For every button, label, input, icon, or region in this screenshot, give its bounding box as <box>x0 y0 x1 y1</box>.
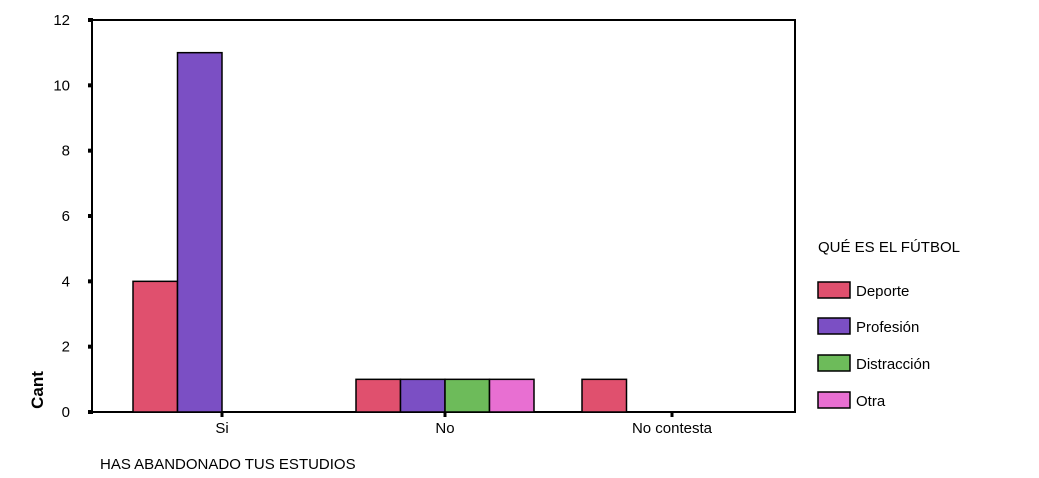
legend-swatch <box>817 391 851 409</box>
x-axis-title: HAS ABANDONADO TUS ESTUDIOS <box>100 456 356 473</box>
legend-label: Profesión <box>856 319 919 336</box>
x-tick-label: Si <box>215 420 228 437</box>
x-tick-label: No <box>435 420 454 437</box>
y-tick-label: 12 <box>53 12 70 29</box>
legend-swatch <box>817 354 851 372</box>
y-tick-label: 0 <box>62 404 70 421</box>
y-tick-label: 4 <box>62 273 70 290</box>
y-tick-label: 8 <box>62 143 70 160</box>
y-axis-title: Cant <box>28 371 47 409</box>
y-tick-label: 2 <box>62 339 70 356</box>
bar <box>355 378 402 413</box>
legend-swatch <box>817 317 851 335</box>
bar <box>399 378 446 413</box>
bar <box>176 51 223 413</box>
legend-label: Otra <box>856 393 886 410</box>
bar <box>488 378 535 413</box>
bar <box>581 378 628 413</box>
y-tick-label: 10 <box>53 77 70 94</box>
legend-label: Deporte <box>856 283 909 300</box>
bar <box>444 378 491 413</box>
legend-title: QUÉ ES EL FÚTBOL <box>818 239 960 256</box>
x-tick-label: No contesta <box>632 420 713 437</box>
legend-label: Distracción <box>856 356 930 373</box>
y-tick-label: 6 <box>62 208 70 225</box>
legend-swatch <box>817 281 851 299</box>
bar <box>132 280 179 413</box>
